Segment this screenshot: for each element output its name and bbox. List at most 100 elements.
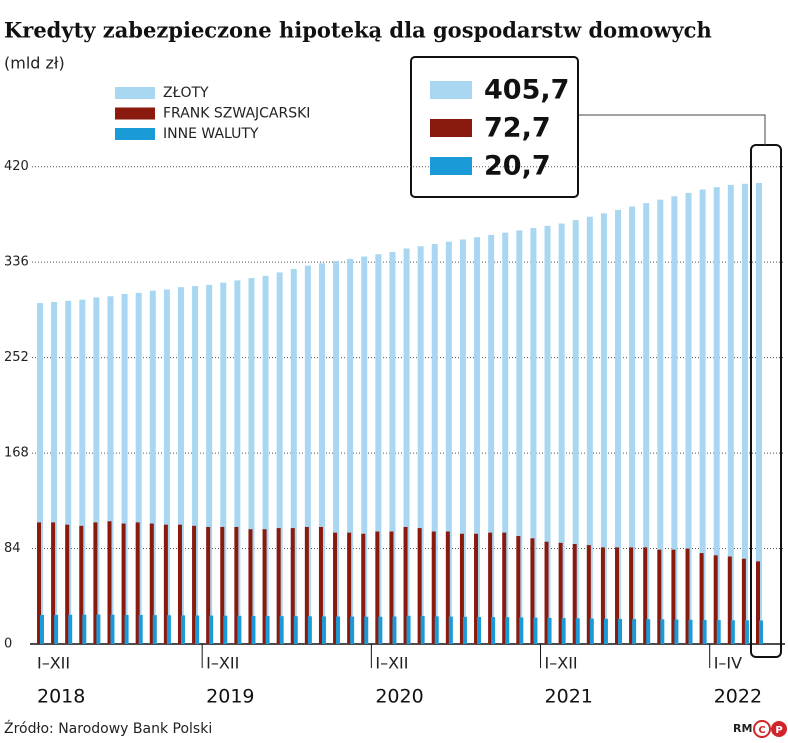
bar <box>206 284 213 644</box>
chart-subtitle: (mld zł) <box>4 54 65 73</box>
bar <box>445 531 450 644</box>
bar <box>629 547 634 644</box>
bar <box>459 239 466 645</box>
bar <box>615 547 620 644</box>
bar <box>744 620 749 644</box>
bar <box>37 522 41 644</box>
bar <box>488 532 493 644</box>
bar <box>163 289 170 644</box>
x-group-year: 2022 <box>714 686 762 708</box>
bar <box>121 523 126 644</box>
bar <box>716 620 721 644</box>
bar <box>361 256 368 644</box>
bar <box>364 616 369 644</box>
bar <box>192 525 197 644</box>
bar <box>741 558 746 644</box>
bar <box>121 294 128 644</box>
bar <box>265 616 270 644</box>
bar <box>516 230 523 644</box>
bar <box>262 529 267 644</box>
bar <box>558 542 563 644</box>
bar <box>561 618 566 644</box>
bar <box>544 225 551 644</box>
bar <box>699 189 706 645</box>
bar <box>54 614 59 644</box>
bar <box>180 615 185 644</box>
bar <box>713 555 718 644</box>
bar <box>220 526 225 644</box>
bar <box>333 532 338 644</box>
bar <box>459 533 464 644</box>
bar <box>417 246 424 645</box>
bar <box>434 616 439 644</box>
bar <box>727 184 734 644</box>
bar <box>674 619 679 644</box>
bar <box>417 528 422 644</box>
bar <box>40 615 44 644</box>
bar <box>234 526 239 644</box>
bar <box>223 615 228 644</box>
bar <box>152 615 157 644</box>
x-group-year: 2019 <box>206 686 254 708</box>
bar <box>149 290 156 644</box>
bar <box>93 297 100 644</box>
legend-swatch <box>115 87 155 99</box>
bar <box>51 522 56 644</box>
bar <box>756 561 760 644</box>
x-group-label: I–XII <box>375 654 408 673</box>
logo-circle <box>771 721 787 737</box>
bar <box>96 614 101 644</box>
bar <box>318 526 323 644</box>
callout-swatch <box>430 119 472 137</box>
bar <box>82 614 87 644</box>
bar <box>124 614 129 644</box>
bar <box>586 216 593 644</box>
x-group-label: I–XII <box>206 654 239 673</box>
bar <box>600 213 607 644</box>
bar <box>138 615 143 644</box>
bar <box>347 258 354 644</box>
bar <box>589 618 594 644</box>
bar <box>741 183 748 645</box>
bar <box>462 616 467 644</box>
bar <box>248 529 253 644</box>
bar <box>65 300 72 644</box>
callout-label: 72,7 <box>484 113 551 144</box>
bar <box>488 234 495 644</box>
bar <box>575 618 580 644</box>
bar <box>304 265 311 644</box>
logo-text: C <box>758 725 765 736</box>
logo-text: P <box>775 725 782 736</box>
bar <box>727 556 732 644</box>
bar <box>558 223 565 644</box>
bar <box>600 547 605 644</box>
bar <box>192 286 199 644</box>
bar <box>65 524 70 644</box>
bar <box>572 220 579 645</box>
bar <box>685 548 690 644</box>
bar <box>107 521 112 644</box>
bar <box>389 531 394 644</box>
bar <box>79 299 86 644</box>
bar <box>195 615 200 644</box>
source: Źródło: Narodowy Bank Polski <box>4 719 212 737</box>
callout-swatch <box>430 81 472 99</box>
bar <box>166 615 171 644</box>
bar <box>505 617 510 644</box>
bar <box>406 615 411 644</box>
logo: RM C P <box>733 720 787 738</box>
bar <box>293 616 298 644</box>
bar <box>615 209 622 644</box>
bar <box>730 620 735 644</box>
bar <box>657 199 664 644</box>
chart-title: Kredyty zabezpieczone hipoteką dla gospo… <box>4 18 712 43</box>
bar <box>107 296 114 644</box>
bar <box>603 618 608 644</box>
bar <box>643 547 648 644</box>
bar <box>135 292 142 644</box>
legend-swatch <box>115 107 155 120</box>
legend-swatch <box>115 128 155 140</box>
bar <box>474 237 481 644</box>
bar <box>618 619 623 644</box>
